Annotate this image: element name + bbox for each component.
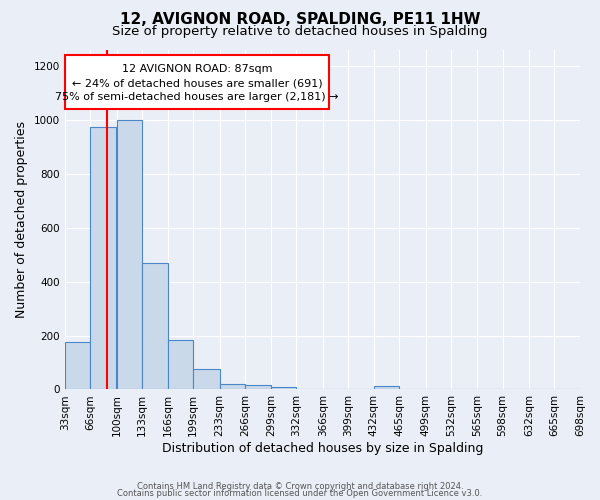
Text: Contains HM Land Registry data © Crown copyright and database right 2024.: Contains HM Land Registry data © Crown c… <box>137 482 463 491</box>
Bar <box>220 384 245 390</box>
Bar <box>193 370 220 390</box>
Text: 12, AVIGNON ROAD, SPALDING, PE11 1HW: 12, AVIGNON ROAD, SPALDING, PE11 1HW <box>120 12 480 28</box>
Bar <box>245 386 271 390</box>
Bar <box>117 120 142 390</box>
Text: 75% of semi-detached houses are larger (2,181) →: 75% of semi-detached houses are larger (… <box>55 92 339 102</box>
Bar <box>65 342 90 390</box>
X-axis label: Distribution of detached houses by size in Spalding: Distribution of detached houses by size … <box>161 442 483 455</box>
Bar <box>142 263 167 390</box>
Text: 12 AVIGNON ROAD: 87sqm: 12 AVIGNON ROAD: 87sqm <box>122 64 272 74</box>
Text: Size of property relative to detached houses in Spalding: Size of property relative to detached ho… <box>112 25 488 38</box>
Bar <box>168 340 193 390</box>
Text: ← 24% of detached houses are smaller (691): ← 24% of detached houses are smaller (69… <box>72 78 322 88</box>
Y-axis label: Number of detached properties: Number of detached properties <box>15 121 28 318</box>
Bar <box>374 386 400 390</box>
Bar <box>91 127 116 390</box>
Text: Contains public sector information licensed under the Open Government Licence v3: Contains public sector information licen… <box>118 490 482 498</box>
FancyBboxPatch shape <box>65 56 329 110</box>
Bar <box>271 387 296 390</box>
